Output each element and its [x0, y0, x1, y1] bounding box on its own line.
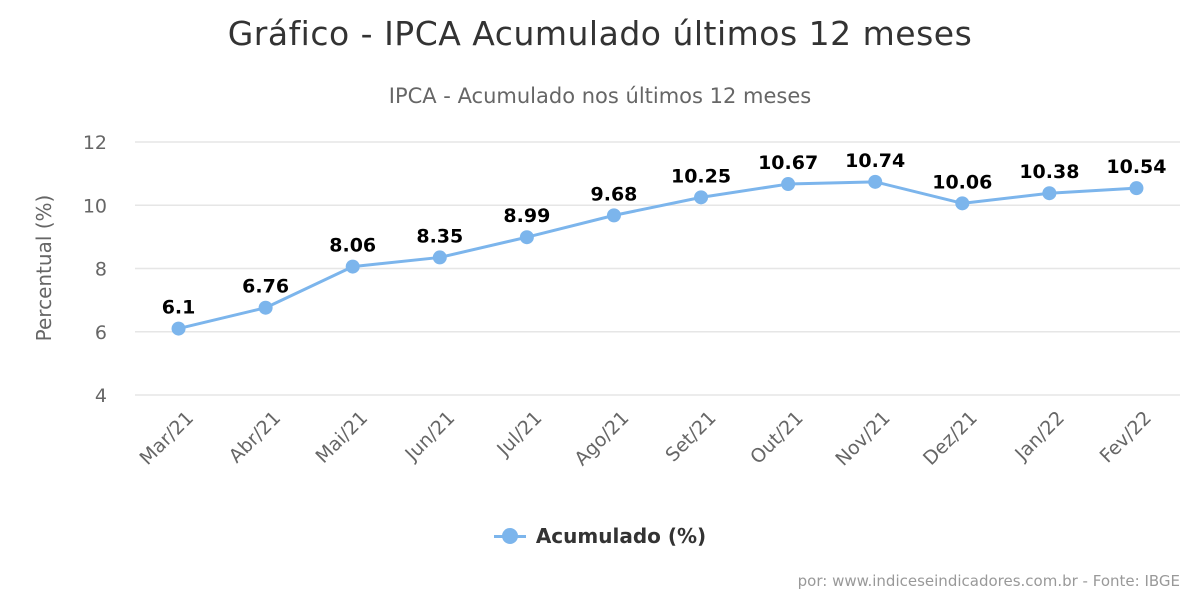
- y-tick-label: 6: [95, 322, 107, 344]
- y-axis-title: Percentual (%): [32, 194, 56, 342]
- x-tick-label: Dez/21: [919, 407, 982, 470]
- y-tick-label: 10: [83, 195, 107, 217]
- data-point[interactable]: [519, 230, 534, 245]
- data-point[interactable]: [955, 196, 970, 211]
- legend-item-acumulado[interactable]: Acumulado (%): [493, 524, 707, 548]
- data-point[interactable]: [432, 250, 447, 265]
- series-acumulado: [171, 174, 1144, 336]
- data-label: 10.06: [932, 171, 992, 193]
- data-point[interactable]: [258, 300, 273, 315]
- data-point[interactable]: [694, 190, 709, 205]
- data-label: 8.99: [503, 205, 550, 227]
- data-label: 6.1: [162, 297, 196, 319]
- data-label: 8.06: [329, 235, 376, 257]
- credits[interactable]: por: www.indiceseindicadores.com.br - Fo…: [797, 572, 1180, 590]
- y-tick-label: 4: [95, 385, 107, 407]
- data-label: 8.35: [416, 225, 463, 247]
- data-label: 10.67: [758, 152, 818, 174]
- x-tick-label: Out/21: [746, 407, 808, 469]
- x-tick-label: Abr/21: [225, 407, 285, 467]
- x-tick-label: Jul/21: [492, 407, 546, 461]
- x-tick-label: Mar/21: [136, 407, 199, 470]
- chart-title: Gráfico - IPCA Acumulado últimos 12 mese…: [227, 14, 973, 53]
- chart-subtitle: IPCA - Acumulado nos últimos 12 meses: [388, 84, 812, 108]
- data-point[interactable]: [171, 321, 186, 336]
- data-point[interactable]: [606, 208, 621, 223]
- data-labels: 6.1 6.76 8.06 8.35 8.99 9.68 10.25 10.67 10.74 10…: [160, 148, 1169, 321]
- data-label: 10.54: [1106, 156, 1166, 178]
- legend-line-marker-icon: [493, 528, 526, 544]
- data-point[interactable]: [345, 259, 360, 274]
- data-point[interactable]: [1042, 186, 1057, 201]
- x-tick-label: Fev/22: [1096, 407, 1156, 467]
- data-point[interactable]: [868, 174, 883, 189]
- data-label: 10.74: [845, 150, 905, 172]
- x-tick-label: Mai/21: [311, 407, 372, 468]
- y-tick-label: 12: [83, 132, 107, 154]
- x-tick-label: Ago/21: [570, 407, 633, 470]
- data-label: 6.76: [242, 276, 289, 298]
- x-tick-label: Jan/22: [1010, 407, 1069, 466]
- y-axis-ticks: 4 6 8 10 12: [83, 132, 107, 407]
- legend-label: Acumulado (%): [535, 524, 707, 548]
- series-line: [177, 180, 1138, 331]
- gridlines: [135, 141, 1180, 396]
- data-point[interactable]: [1129, 181, 1144, 196]
- x-tick-label: Jun/21: [400, 407, 459, 466]
- data-label: 9.68: [591, 183, 638, 205]
- x-tick-label: Set/21: [661, 407, 720, 466]
- data-label: 10.38: [1019, 161, 1079, 183]
- y-tick-label: 8: [95, 259, 107, 281]
- x-axis-ticks: Mar/21 Abr/21 Mai/21 Jun/21 Jul/21 Ago/21 Set/…: [136, 407, 1156, 470]
- data-point[interactable]: [781, 177, 796, 192]
- data-label: 10.25: [671, 165, 731, 187]
- x-tick-label: Nov/21: [831, 407, 894, 470]
- legend: Acumulado (%): [0, 524, 1200, 548]
